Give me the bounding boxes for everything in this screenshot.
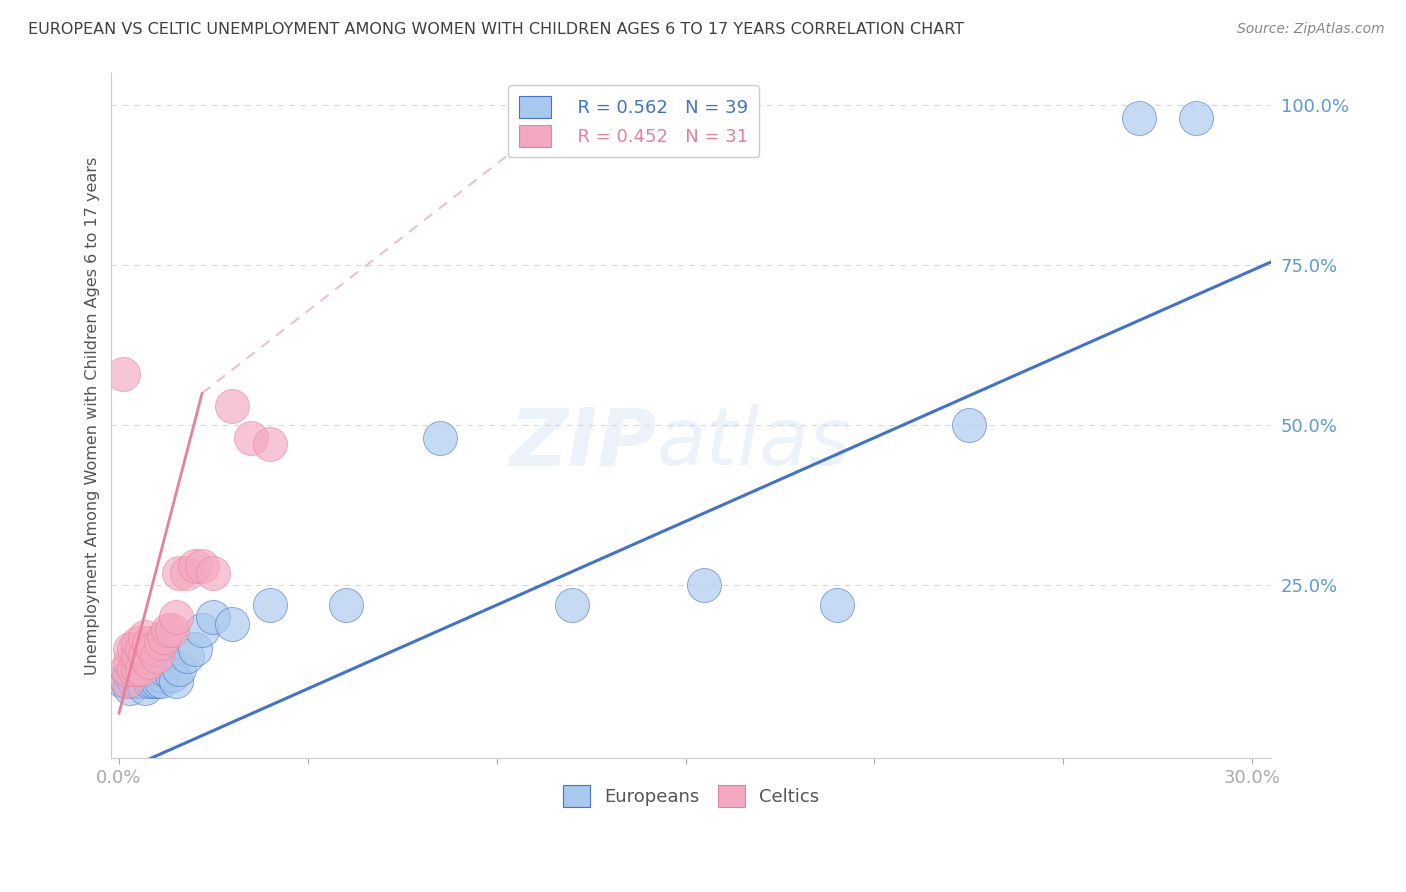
Point [138,636,160,650]
Text: EUROPEAN VS CELTIC UNEMPLOYMENT AMONG WOMEN WITH CHILDREN AGES 6 TO 17 YEARS COR: EUROPEAN VS CELTIC UNEMPLOYMENT AMONG WO… [28,22,965,37]
Point [122,662,145,676]
Text: Source: ZipAtlas.com: Source: ZipAtlas.com [1237,22,1385,37]
Point [176,648,198,663]
Point [191,624,214,638]
Point [120,681,142,695]
Point [111,674,134,689]
Point [122,662,145,676]
Point [153,630,176,644]
Point [1184,111,1206,125]
Point [142,642,165,657]
Point [127,662,149,676]
Point [202,566,225,580]
Legend: Europeans, Celtics: Europeans, Celtics [555,778,827,814]
Point [259,437,281,451]
Point [825,598,848,612]
Point [149,668,172,682]
Point [120,655,142,669]
Point [122,642,145,657]
Point [1128,111,1150,125]
Point [127,648,149,663]
Point [131,662,153,676]
Point [169,566,191,580]
Point [157,655,180,669]
Point [115,662,138,676]
Point [240,431,263,445]
Point [134,630,156,644]
Point [120,668,142,682]
Point [115,674,138,689]
Text: atlas: atlas [657,404,851,482]
Point [335,598,357,612]
Point [145,674,167,689]
Point [693,578,716,592]
Point [134,648,156,663]
Point [957,418,980,433]
Point [259,598,281,612]
Point [145,648,167,663]
Point [134,668,156,682]
Point [120,642,142,657]
Point [131,642,153,657]
Point [165,674,187,689]
Point [138,655,160,669]
Point [202,610,225,624]
Y-axis label: Unemployment Among Women with Children Ages 6 to 17 years: Unemployment Among Women with Children A… [86,156,100,674]
Point [169,662,191,676]
Point [149,636,172,650]
Point [191,559,214,574]
Point [115,674,138,689]
Point [176,566,198,580]
Point [157,624,180,638]
Point [183,642,205,657]
Point [134,681,156,695]
Point [145,662,167,676]
Point [142,674,165,689]
Point [138,674,160,689]
Point [122,674,145,689]
Point [561,598,583,612]
Point [429,431,451,445]
Point [138,662,160,676]
Point [165,610,187,624]
Point [221,616,243,631]
Text: ZIP: ZIP [509,404,657,482]
Point [160,668,183,682]
Point [183,559,205,574]
Point [221,399,243,413]
Point [111,367,134,381]
Point [131,662,153,676]
Point [153,662,176,676]
Point [127,636,149,650]
Point [127,674,149,689]
Point [149,674,172,689]
Point [127,668,149,682]
Point [160,624,183,638]
Point [131,674,153,689]
Point [142,668,165,682]
